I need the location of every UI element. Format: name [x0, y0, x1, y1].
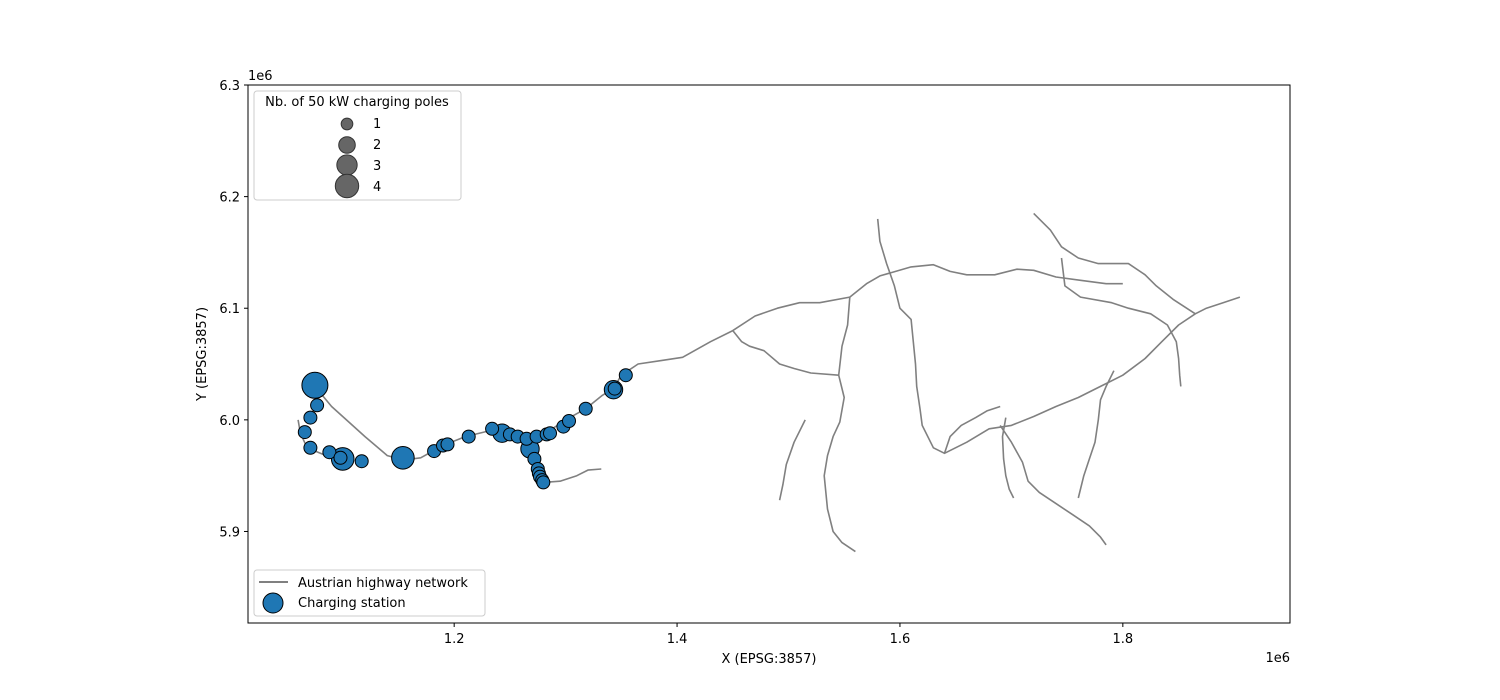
size-legend-marker-2	[338, 136, 356, 154]
station-point-24	[578, 401, 593, 416]
station-point-27	[618, 368, 633, 383]
y-axis: 5.9 6.0 6.1 6.2 6.3	[219, 79, 248, 540]
x-tick-label: 1.2	[444, 632, 465, 647]
x-offset-label: 1e6	[1265, 651, 1290, 666]
main-legend-box	[253, 569, 486, 617]
legend-station-swatch	[262, 592, 284, 614]
main-legend: Austrian highway network Charging statio…	[253, 569, 486, 617]
station-point-5	[322, 445, 337, 460]
size-legend-marker-4	[334, 173, 360, 199]
y-tick-label: 5.9	[219, 525, 240, 540]
y-tick-label: 6.0	[219, 414, 240, 429]
size-legend: Nb. of 50 kW charging poles 1 2 3 4	[253, 90, 462, 201]
highway-segment-13	[732, 330, 839, 376]
station-point-23	[562, 414, 576, 428]
size-legend-label-4: 4	[373, 180, 381, 195]
legend-network-label: Austrian highway network	[298, 576, 468, 591]
size-legend-box	[253, 90, 462, 201]
charging-stations	[297, 368, 633, 490]
station-point-14	[485, 421, 500, 436]
size-legend-label-1: 1	[373, 117, 381, 132]
size-legend-marker-3	[336, 154, 358, 176]
size-legend-label-2: 2	[373, 138, 381, 153]
station-point-12	[440, 437, 455, 452]
highway-segment-9	[1077, 370, 1115, 499]
highway-segment-4	[823, 297, 856, 553]
station-point-21	[543, 426, 557, 441]
highway-network	[297, 212, 1241, 553]
highway-segment-12	[778, 419, 806, 501]
highway-segment-7	[1033, 212, 1196, 315]
station-point-13	[461, 429, 476, 444]
station-point-26	[607, 381, 622, 396]
station-point-8	[354, 454, 369, 469]
x-axis-label: X (EPSG:3857)	[721, 652, 816, 667]
highway-segment-8	[999, 424, 1107, 546]
y-tick-label: 6.3	[219, 79, 240, 94]
highway-segment-11	[943, 405, 1001, 454]
size-legend-label-3: 3	[373, 159, 381, 174]
plot-frame	[247, 84, 1291, 624]
highway-segment-10	[1001, 417, 1015, 499]
y-tick-label: 6.1	[219, 302, 240, 317]
x-axis: 1.2 1.4 1.6 1.8	[444, 623, 1133, 647]
highway-segment-0	[314, 263, 1123, 461]
x-tick-label: 1.4	[667, 632, 688, 647]
x-tick-label: 1.6	[890, 632, 911, 647]
x-tick-label: 1.8	[1112, 632, 1133, 647]
station-point-34	[536, 475, 551, 490]
highway-segment-6	[1060, 257, 1182, 387]
station-point-0	[301, 371, 329, 399]
y-tick-label: 6.2	[219, 191, 240, 206]
legend-station-label: Charging station	[298, 596, 406, 611]
station-point-6	[333, 450, 348, 465]
size-legend-title: Nb. of 50 kW charging poles	[265, 95, 449, 110]
station-point-9	[391, 446, 415, 470]
station-point-1	[310, 398, 325, 413]
station-point-4	[303, 440, 318, 455]
station-point-3	[297, 425, 312, 440]
y-axis-label: Y (EPSG:3857)	[195, 307, 210, 402]
highway-segment-5	[876, 218, 1241, 455]
y-offset-label: 1e6	[248, 69, 273, 84]
size-legend-marker-1	[340, 117, 354, 131]
station-point-2	[303, 410, 318, 425]
highway-segment-3	[543, 468, 602, 484]
